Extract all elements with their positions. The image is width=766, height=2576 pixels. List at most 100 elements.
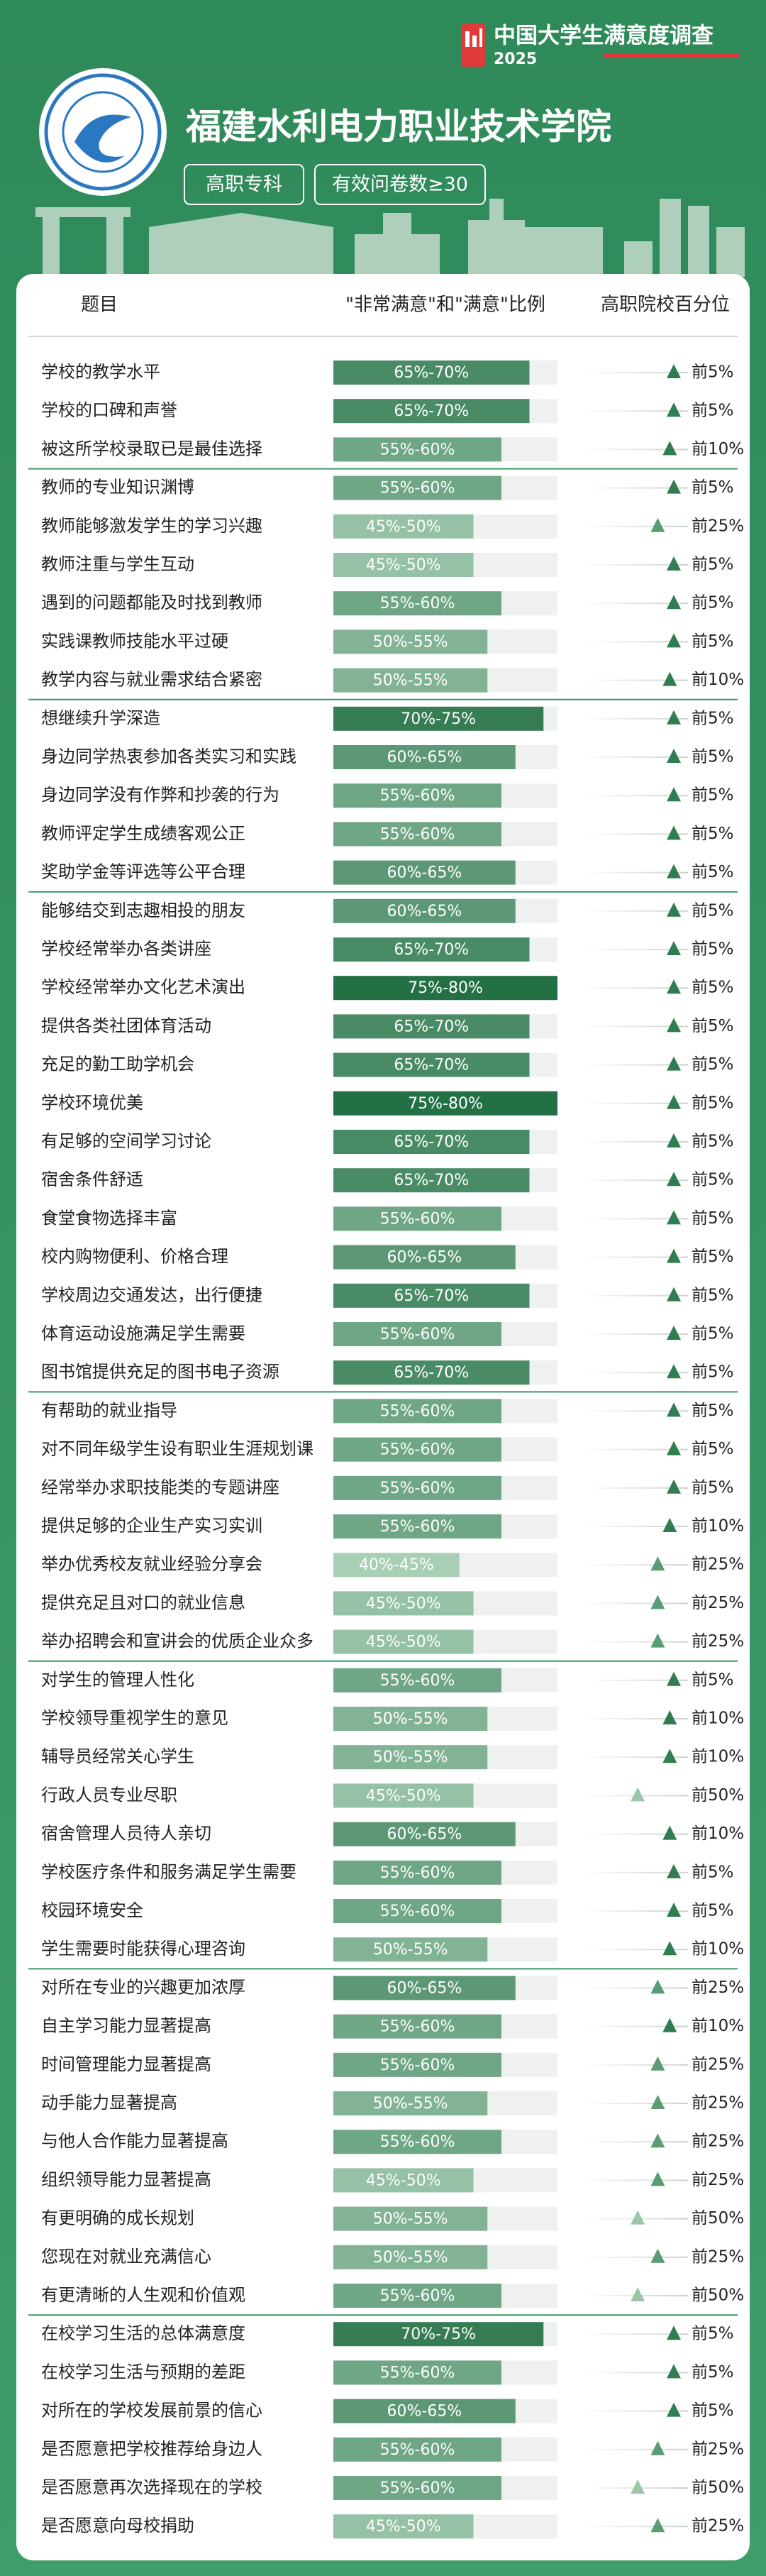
range-label: 55%-60%: [380, 1441, 455, 1459]
range-label: 65%-70%: [394, 1018, 469, 1035]
rank-marker: [667, 787, 681, 802]
rank-track: [582, 1025, 688, 1028]
item-label: 学校的教学水平: [41, 362, 160, 382]
rank-marker: [667, 1864, 681, 1878]
range-label: 45%-50%: [366, 2172, 441, 2189]
rank-label: 前5%: [692, 1402, 734, 1420]
range-bar: [333, 1437, 501, 1462]
range-label: 50%-55%: [373, 1941, 448, 1959]
school-logo-ring: [44, 73, 162, 191]
range-bar: [333, 2206, 488, 2231]
range-label: 55%-60%: [380, 480, 455, 497]
item-label: 是否愿意向母校捐助: [41, 2516, 194, 2536]
rank-track: [582, 1602, 688, 1605]
rank-track: [582, 1294, 688, 1297]
range-label: 65%-70%: [394, 402, 469, 420]
rank-label: 前5%: [692, 594, 734, 612]
rank-label: 前25%: [692, 517, 744, 535]
rank-label: 前10%: [692, 1710, 744, 1728]
rank-track: [582, 756, 688, 758]
item-label: 学校领导重视学生的意见: [41, 1708, 228, 1728]
range-bar: [333, 2284, 501, 2308]
rank-track: [582, 1372, 688, 1374]
range-label: 65%-70%: [394, 941, 469, 959]
rank-label: 前5%: [692, 1325, 734, 1343]
rank-marker: [667, 902, 681, 917]
range-label: 55%-60%: [380, 1326, 455, 1343]
item-label: 您现在对就业充满信心: [41, 2247, 211, 2267]
rank-label: 前5%: [692, 556, 734, 574]
tag: [314, 164, 486, 205]
rank-label: 前50%: [692, 2286, 744, 2305]
range-bar: [333, 898, 516, 923]
range-label: 50%-55%: [373, 1710, 448, 1728]
range-bar: [333, 706, 544, 731]
rank-track: [582, 602, 688, 605]
range-label: 55%-60%: [380, 2057, 455, 2074]
rank-track: [582, 1987, 688, 1989]
item-label: 充足的勤工助学机会: [41, 1055, 194, 1074]
rank-track: [582, 2372, 688, 2374]
rank-label: 前5%: [692, 825, 734, 843]
school-logo-ring: [62, 91, 144, 173]
range-bar: [333, 553, 474, 577]
rank-marker: [667, 1210, 681, 1225]
rank-track: [582, 2526, 688, 2528]
rank-marker: [662, 1710, 677, 1724]
range-bar: [333, 475, 501, 500]
item-label: 有帮助的就业指导: [41, 1400, 177, 1420]
rank-marker: [650, 2056, 665, 2071]
rank-marker: [667, 633, 681, 648]
range-label: 70%-75%: [401, 710, 476, 728]
rank-track: [582, 2333, 688, 2335]
range-label: 50%-55%: [373, 2249, 448, 2267]
tag: [184, 164, 304, 205]
range-bar: [333, 2437, 501, 2462]
rank-track: [582, 1410, 688, 1412]
item-label: 有足够的空间学习讨论: [41, 1131, 211, 1151]
range-label: 65%-70%: [394, 364, 469, 382]
rank-marker: [667, 1671, 681, 1686]
rank-marker: [662, 1518, 677, 1532]
rank-track: [582, 1333, 688, 1335]
item-label: 学校经常举办各类讲座: [41, 939, 211, 959]
item-label: 身边同学没有作弊和抄袭的行为: [41, 785, 279, 805]
range-label: 65%-70%: [394, 1057, 469, 1074]
rank-track: [582, 1871, 688, 1873]
range-label: 55%-60%: [380, 595, 455, 612]
item-label: 对不同年级学生设有职业生涯规划课: [41, 1439, 313, 1459]
item-label: 学校经常举办文化艺术演出: [41, 977, 245, 997]
item-label: 教师注重与学生互动: [41, 554, 194, 574]
item-label: 想继续升学深造: [41, 708, 160, 728]
rank-track: [582, 1718, 688, 1719]
range-bar: [333, 1052, 530, 1077]
item-label: 学校医疗条件和服务满足学生需要: [41, 1862, 296, 1882]
item-label: 在校学习生活与预期的差距: [41, 2362, 245, 2382]
rank-marker: [650, 2095, 665, 2109]
range-bar: [333, 1322, 501, 1346]
rank-label: 前5%: [692, 2363, 734, 2382]
rank-marker: [631, 2210, 645, 2225]
range-label: 55%-60%: [380, 441, 455, 458]
rank-track: [582, 717, 688, 720]
rank-track: [582, 1833, 688, 1835]
range-bar: [333, 976, 557, 1001]
item-label: 实践课教师技能水平过硬: [41, 631, 228, 651]
rank-label: 前50%: [692, 2209, 744, 2228]
range-label: 45%-50%: [366, 518, 441, 536]
rank-track: [582, 2179, 688, 2181]
rank-marker: [667, 1248, 681, 1263]
rank-marker: [631, 2479, 645, 2494]
rank-track: [582, 1949, 688, 1951]
item-label: 被这所学校录取已是最佳选择: [41, 439, 262, 458]
item-label: 学校周边交通发达，出行便捷: [41, 1285, 262, 1305]
rank-label: 前25%: [692, 2171, 744, 2189]
rank-label: 前25%: [692, 2517, 744, 2536]
rank-marker: [667, 1441, 681, 1455]
rank-label: 前5%: [692, 1863, 734, 1881]
rank-track: [582, 2410, 688, 2412]
rank-marker: [650, 1556, 665, 1571]
rank-marker: [667, 1903, 681, 1917]
rank-marker: [667, 1172, 681, 1187]
item-label: 奖助学金等评选等公平合理: [41, 862, 245, 882]
